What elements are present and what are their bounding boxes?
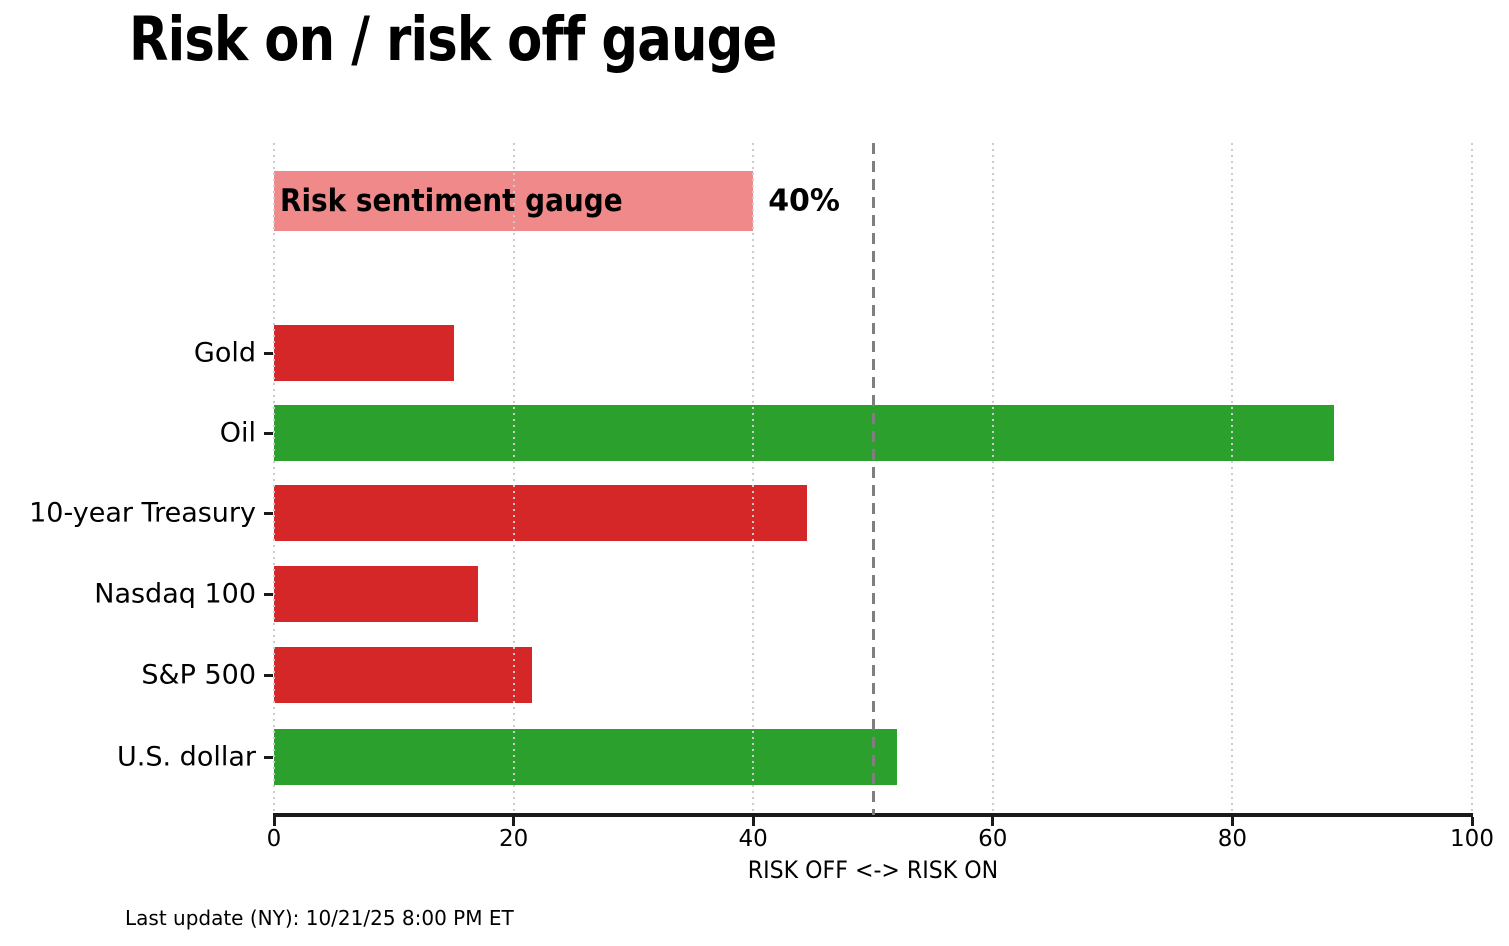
bar-10-year-treasury	[274, 485, 808, 541]
gridline-80	[1231, 143, 1234, 815]
x-tick-label-60: 60	[978, 826, 1008, 852]
x-axis-label: RISK OFF <-> RISK ON	[747, 856, 999, 884]
plot-area: Risk sentiment gauge 40%	[273, 143, 1473, 815]
bar-oil	[274, 405, 1335, 461]
category-label-oil: Oil	[219, 417, 256, 449]
chart-title: Risk on / risk off gauge	[129, 4, 777, 75]
y-tick-s-p-500	[264, 673, 273, 677]
bar-nasdaq-100	[274, 566, 478, 622]
category-label-nasdaq-100: Nasdaq 100	[94, 578, 256, 610]
gridline-20	[512, 143, 515, 815]
x-tick-label-0: 0	[266, 826, 282, 852]
footer-last-update: Last update (NY): 10/21/25 8:00 PM ET	[125, 906, 514, 930]
x-tick-label-100: 100	[1450, 826, 1494, 852]
gridline-60	[991, 143, 994, 815]
category-label-10-year-treasury: 10-year Treasury	[29, 497, 256, 529]
gauge-value-label: 40%	[768, 183, 840, 219]
x-tick-40	[751, 817, 755, 826]
y-tick-oil	[264, 431, 273, 435]
gauge-bar-label: Risk sentiment gauge	[280, 183, 623, 219]
x-tick-20	[512, 817, 516, 826]
x-tick-label-40: 40	[738, 826, 768, 852]
x-tick-label-20: 20	[498, 826, 529, 852]
y-tick-gold	[264, 351, 273, 355]
x-tick-60	[991, 817, 995, 826]
x-tick-80	[1230, 817, 1234, 826]
category-label-gold: Gold	[193, 337, 256, 369]
x-tick-100	[1470, 817, 1474, 826]
y-tick-u-s-dollar	[264, 755, 273, 759]
x-tick-0	[272, 817, 276, 826]
bar-gold	[274, 325, 454, 381]
category-label-u-s-dollar: U.S. dollar	[117, 741, 256, 773]
y-tick-nasdaq-100	[264, 592, 273, 596]
bar-s-p-500	[274, 647, 532, 703]
y-tick-10-year-treasury	[264, 511, 273, 515]
x-axis-line	[273, 813, 1473, 817]
gridline-40	[752, 143, 755, 815]
category-label-s-p-500: S&P 500	[141, 659, 256, 691]
bar-u-s-dollar	[274, 729, 897, 785]
gridline-100	[1471, 143, 1473, 815]
x-tick-label-80: 80	[1217, 826, 1248, 852]
gridline-0	[273, 143, 275, 815]
threshold-line-50	[871, 143, 875, 815]
